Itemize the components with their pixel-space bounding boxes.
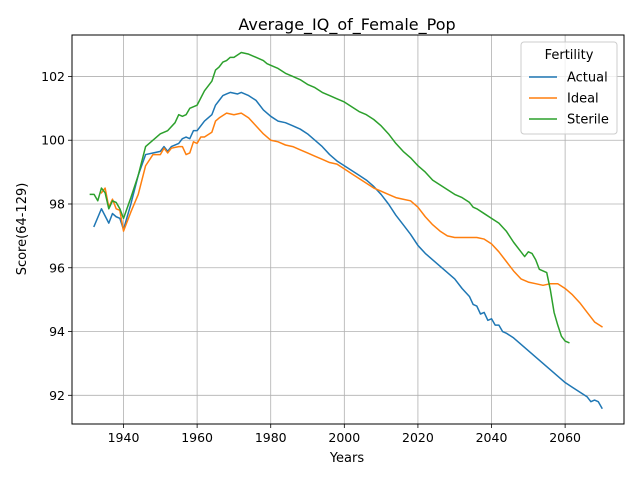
y-tick-label: 92 <box>49 388 65 403</box>
y-tick-label: 94 <box>49 324 65 339</box>
x-tick-label: 2040 <box>476 430 508 445</box>
x-tick-label: 1940 <box>108 430 140 445</box>
x-axis-label: Years <box>329 451 365 466</box>
legend-label-actual: Actual <box>567 71 608 86</box>
series-layer <box>89 51 603 410</box>
y-axis-ticks: 92 94 96 98 100 102 <box>41 69 72 403</box>
x-tick-label: 2020 <box>402 430 434 445</box>
series-line-actual <box>93 91 603 410</box>
series-line-sterile <box>89 51 570 344</box>
y-tick-label: 96 <box>49 260 65 275</box>
plot-frame <box>71 34 625 425</box>
legend-label-ideal: Ideal <box>567 92 599 107</box>
legend-title: Fertility <box>545 48 594 63</box>
chart-title: Average_IQ_of_Female_Pop <box>238 15 455 35</box>
x-tick-label: 1980 <box>255 430 287 445</box>
x-tick-label: 2000 <box>328 430 360 445</box>
legend-box <box>520 41 618 135</box>
series-line-ideal <box>100 112 603 328</box>
x-tick-label: 2060 <box>549 430 581 445</box>
y-axis-label: Score(64-129) <box>15 183 30 276</box>
y-tick-label: 100 <box>41 133 65 148</box>
legend: Fertility Actual Ideal Sterile <box>520 41 618 135</box>
y-tick-label: 102 <box>41 69 65 84</box>
x-tick-label: 1960 <box>181 430 213 445</box>
x-axis-ticks: 1940 1960 1980 2000 2020 2040 2060 <box>108 424 581 445</box>
legend-items: Actual Ideal Sterile <box>529 71 609 128</box>
y-tick-label: 98 <box>49 196 65 211</box>
legend-label-sterile: Sterile <box>567 113 609 128</box>
